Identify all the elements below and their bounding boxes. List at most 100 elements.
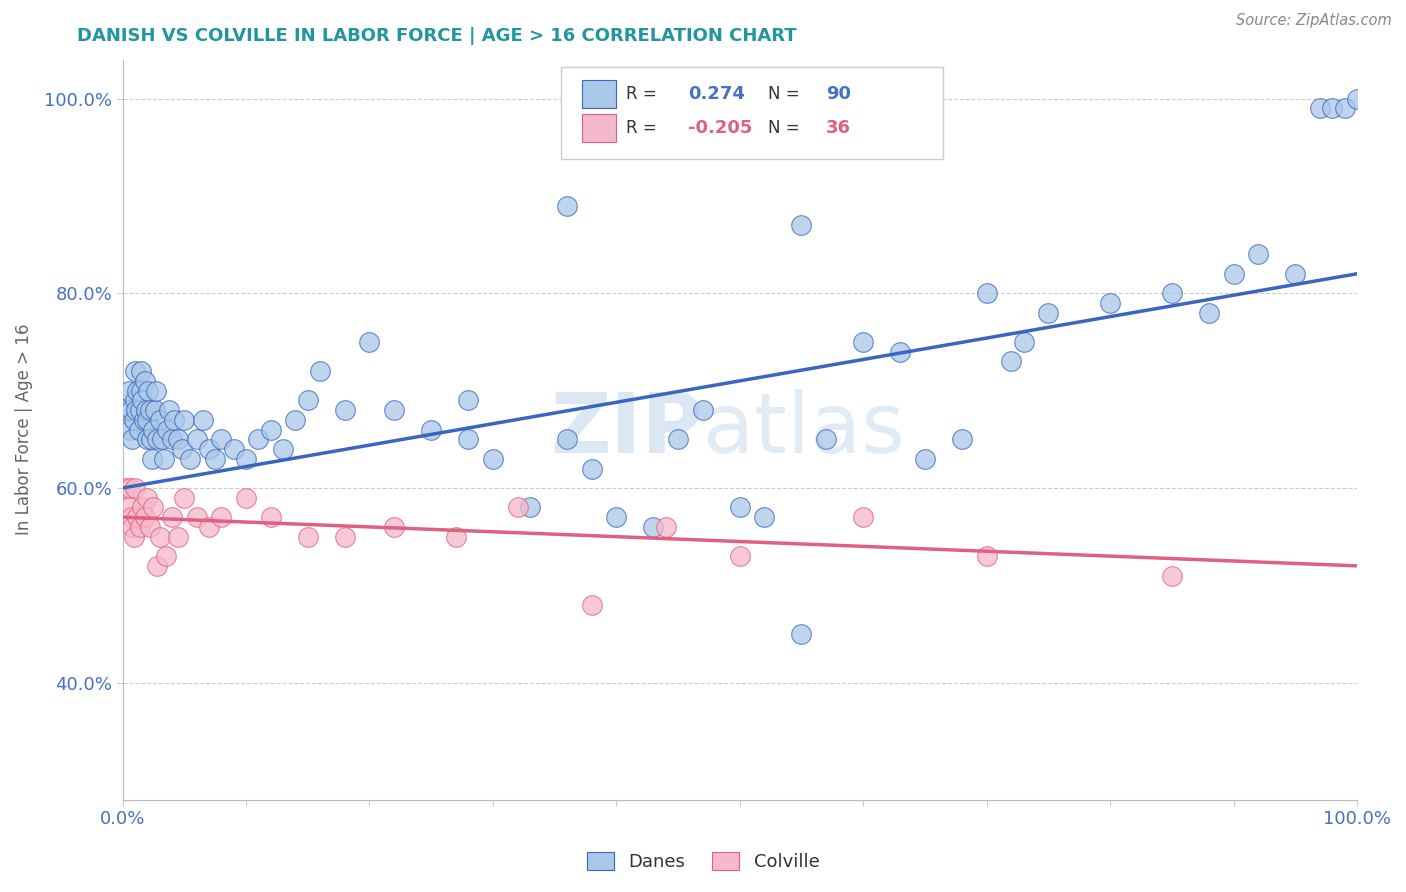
Point [519, 500, 541, 515]
Point [173, 491, 195, 505]
Text: 90: 90 [827, 85, 851, 103]
Point [420, 423, 443, 437]
Text: 36: 36 [827, 120, 851, 137]
Point [150, 432, 173, 446]
Point [198, 520, 221, 534]
FancyBboxPatch shape [561, 67, 943, 160]
Text: N =: N = [768, 120, 806, 137]
Point [790, 218, 813, 232]
Point [209, 432, 232, 446]
Point [143, 403, 166, 417]
Point [148, 413, 170, 427]
Point [124, 364, 146, 378]
Point [1099, 296, 1122, 310]
Legend: Danes, Colville: Danes, Colville [579, 845, 827, 879]
Point [118, 481, 141, 495]
Point [666, 432, 689, 446]
Point [148, 530, 170, 544]
Point [136, 491, 159, 505]
Point [333, 530, 356, 544]
Point [128, 403, 150, 417]
Point [173, 413, 195, 427]
Point [132, 413, 155, 427]
Point [247, 432, 270, 446]
Point [136, 413, 159, 427]
Point [118, 384, 141, 398]
Point [124, 393, 146, 408]
Point [914, 451, 936, 466]
Point [950, 432, 973, 446]
Point [198, 442, 221, 456]
Point [138, 520, 160, 534]
Point [139, 432, 162, 446]
Point [1000, 354, 1022, 368]
Point [482, 451, 505, 466]
Text: 0.274: 0.274 [688, 85, 745, 103]
Point [457, 432, 479, 446]
Point [127, 384, 149, 398]
Point [1038, 306, 1060, 320]
Point [235, 451, 257, 466]
Point [260, 510, 283, 524]
Point [815, 432, 838, 446]
Point [1247, 247, 1270, 261]
Text: N =: N = [768, 85, 806, 103]
Point [260, 423, 283, 437]
Point [118, 423, 141, 437]
Point [1284, 267, 1306, 281]
Point [120, 510, 142, 524]
Point [134, 374, 156, 388]
Point [186, 432, 208, 446]
Point [1222, 267, 1244, 281]
Point [167, 530, 190, 544]
Point [1322, 101, 1344, 115]
Point [179, 451, 201, 466]
Point [654, 520, 676, 534]
Point [141, 451, 163, 466]
Point [643, 520, 665, 534]
Point [121, 520, 143, 534]
Point [167, 432, 190, 446]
Point [457, 393, 479, 408]
Point [142, 423, 165, 437]
FancyBboxPatch shape [582, 79, 616, 108]
Point [444, 530, 467, 544]
Point [145, 384, 167, 398]
Point [506, 500, 529, 515]
Point [134, 510, 156, 524]
Point [692, 403, 714, 417]
Point [976, 549, 998, 563]
Point [1198, 306, 1220, 320]
Point [1012, 334, 1035, 349]
Point [333, 403, 356, 417]
Point [129, 384, 152, 398]
Point [359, 334, 381, 349]
Point [125, 403, 148, 417]
Point [127, 510, 149, 524]
Text: R =: R = [626, 120, 662, 137]
Point [222, 442, 245, 456]
Point [120, 403, 142, 417]
Point [153, 451, 176, 466]
Point [209, 510, 232, 524]
Point [1333, 101, 1355, 115]
Point [146, 432, 169, 446]
FancyBboxPatch shape [582, 114, 616, 143]
Point [128, 423, 150, 437]
Point [235, 491, 257, 505]
Point [160, 510, 183, 524]
Point [1346, 91, 1368, 105]
Point [1160, 286, 1182, 301]
Point [136, 432, 159, 446]
Point [852, 510, 875, 524]
Point [138, 384, 160, 398]
Point [754, 510, 776, 524]
Point [115, 481, 138, 495]
Point [131, 500, 153, 515]
Point [297, 393, 319, 408]
Point [889, 344, 911, 359]
Point [155, 549, 177, 563]
Point [309, 364, 332, 378]
Point [976, 286, 998, 301]
Point [159, 403, 181, 417]
